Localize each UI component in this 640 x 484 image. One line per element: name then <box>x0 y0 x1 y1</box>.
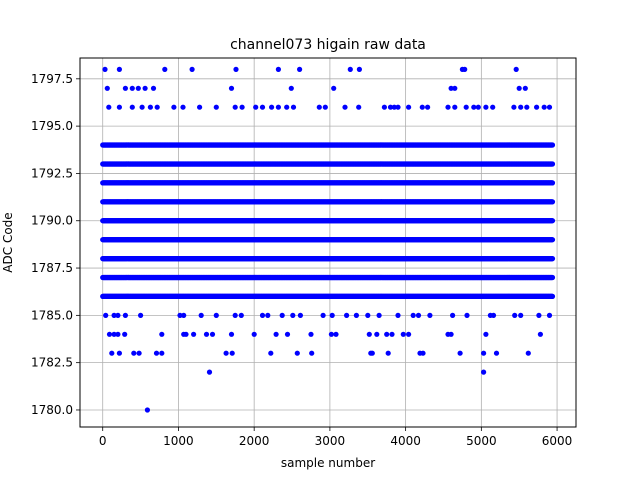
data-point <box>550 237 555 242</box>
data-point <box>550 294 555 299</box>
data-point <box>550 256 555 261</box>
data-point <box>550 275 555 280</box>
